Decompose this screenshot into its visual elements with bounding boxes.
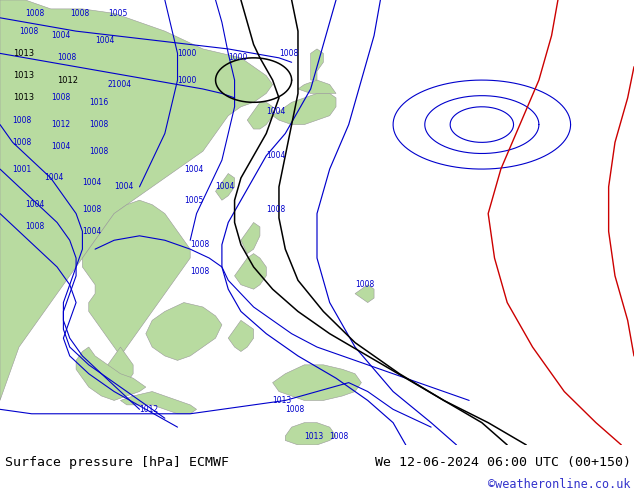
Text: 1012: 1012 [139,405,158,414]
Polygon shape [235,254,266,289]
Text: 1008: 1008 [190,240,209,249]
Text: 1016: 1016 [89,98,108,107]
Text: 1004: 1004 [82,227,102,236]
Text: 1004: 1004 [25,200,45,209]
Text: ©weatheronline.co.uk: ©weatheronline.co.uk [488,478,631,490]
Text: 1008: 1008 [279,49,298,58]
Text: 1004: 1004 [82,178,102,187]
Text: 1008: 1008 [57,53,76,62]
Text: 1000: 1000 [228,53,248,62]
Polygon shape [273,365,361,400]
Text: 1008: 1008 [82,205,101,214]
Polygon shape [355,285,374,302]
Text: 1000: 1000 [178,75,197,85]
Text: 1013: 1013 [304,432,323,441]
Text: 1013: 1013 [13,94,34,102]
Text: 1004: 1004 [266,107,286,116]
Text: 1001: 1001 [13,165,32,173]
Text: 1004: 1004 [266,151,286,160]
Text: 1000: 1000 [178,49,197,58]
Polygon shape [0,0,273,400]
Polygon shape [82,200,190,356]
Text: 1004: 1004 [44,173,64,182]
Text: 1005: 1005 [108,9,127,18]
Polygon shape [120,392,197,414]
Polygon shape [311,49,323,80]
Polygon shape [108,347,133,387]
Text: 1004: 1004 [51,142,70,151]
Polygon shape [298,80,336,94]
Text: 1008: 1008 [89,147,108,156]
Text: 1008: 1008 [89,120,108,129]
Text: 1004: 1004 [184,165,204,173]
Text: 1012: 1012 [57,75,78,85]
Text: 1004: 1004 [216,182,235,192]
Text: 1013: 1013 [273,396,292,405]
Text: 1013: 1013 [13,49,34,58]
Text: 1008: 1008 [25,9,44,18]
Polygon shape [76,347,146,400]
Text: 21004: 21004 [108,80,132,89]
Text: 1008: 1008 [13,138,32,147]
Text: 1008: 1008 [285,405,304,414]
Text: 1013: 1013 [13,71,34,80]
Text: 1008: 1008 [190,267,209,276]
Text: Surface pressure [hPa] ECMWF: Surface pressure [hPa] ECMWF [5,456,229,468]
Text: 1008: 1008 [19,26,38,36]
Text: 1004: 1004 [51,31,70,40]
Text: 1008: 1008 [25,222,44,231]
Polygon shape [285,423,336,445]
Text: 1008: 1008 [355,280,374,289]
Text: We 12-06-2024 06:00 UTC (00+150): We 12-06-2024 06:00 UTC (00+150) [375,456,631,468]
Text: 1008: 1008 [330,432,349,441]
Polygon shape [228,320,254,351]
Polygon shape [247,102,273,129]
Text: 1012: 1012 [51,120,70,129]
Text: 1005: 1005 [184,196,204,205]
Polygon shape [241,222,260,254]
Polygon shape [146,302,222,360]
Text: 1004: 1004 [114,182,134,192]
Text: 1004: 1004 [95,36,115,45]
Polygon shape [216,173,235,200]
Polygon shape [273,94,336,124]
Text: 1008: 1008 [266,205,285,214]
Text: 1008: 1008 [51,94,70,102]
Text: 1008: 1008 [13,116,32,124]
Text: 1008: 1008 [70,9,89,18]
